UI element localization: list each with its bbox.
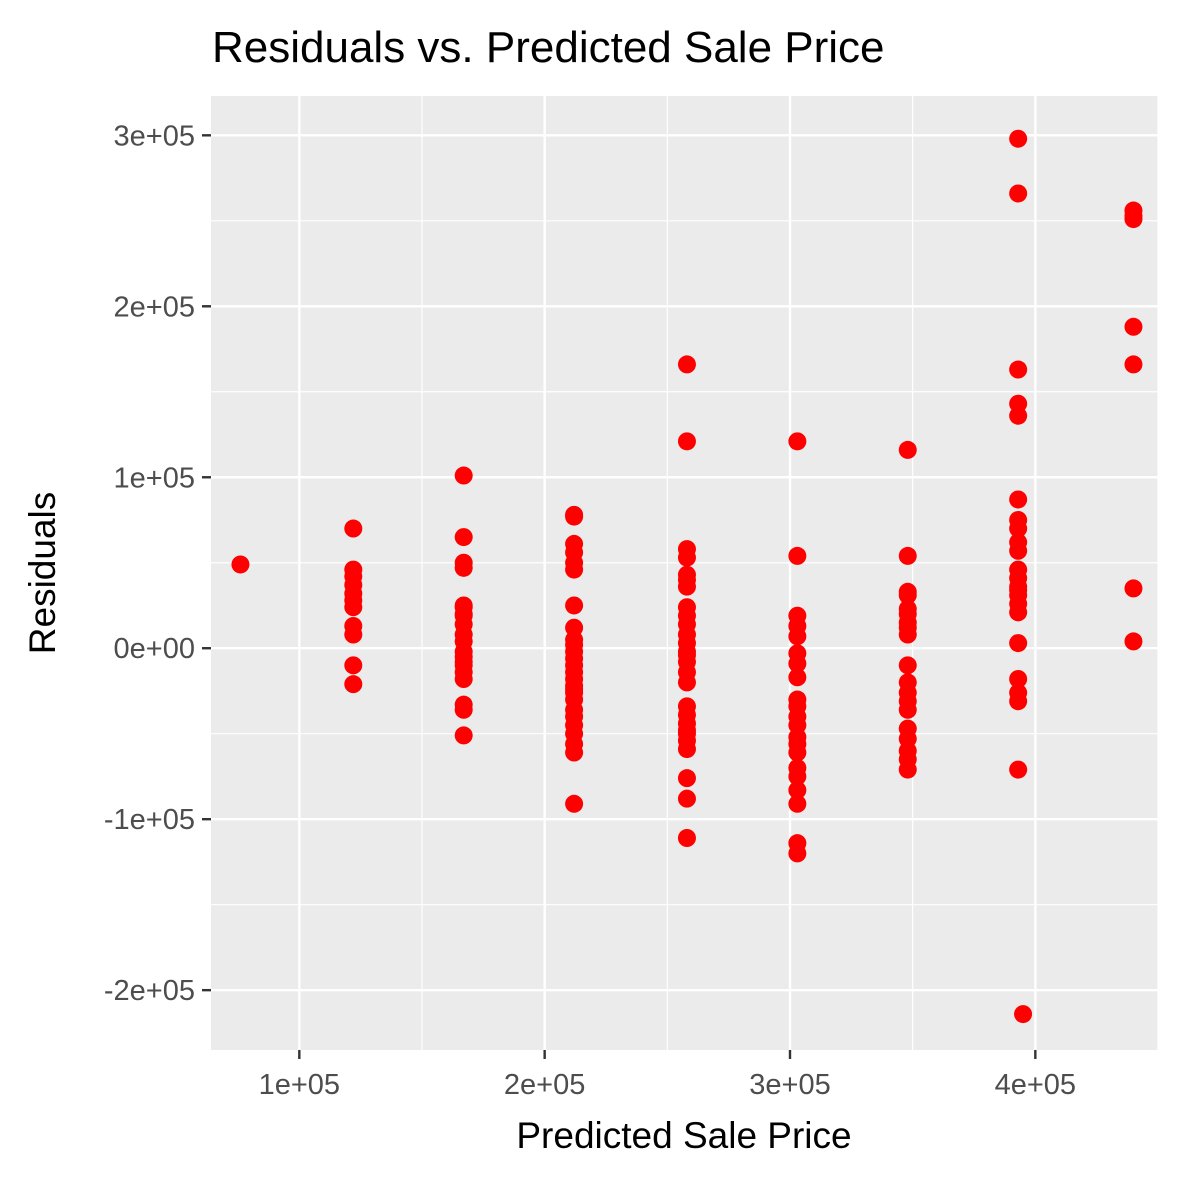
data-point bbox=[677, 673, 696, 692]
data-point bbox=[565, 507, 584, 526]
data-points bbox=[231, 129, 1143, 1024]
data-point bbox=[898, 586, 917, 605]
data-point bbox=[677, 740, 696, 759]
data-point bbox=[677, 570, 696, 589]
data-point bbox=[454, 558, 473, 577]
y-tick-label: 2e+05 bbox=[114, 291, 195, 323]
y-tick-label: 1e+05 bbox=[114, 462, 195, 494]
data-point bbox=[454, 670, 473, 688]
data-point bbox=[1009, 634, 1028, 653]
data-point bbox=[677, 432, 696, 451]
data-point bbox=[1009, 760, 1028, 779]
data-point bbox=[1124, 206, 1143, 225]
data-point bbox=[1009, 184, 1028, 203]
data-point bbox=[1009, 670, 1028, 688]
data-point bbox=[677, 721, 696, 740]
data-point bbox=[344, 519, 363, 538]
y-axis-title: Residuals bbox=[22, 492, 63, 654]
x-tick-label: 3e+05 bbox=[749, 1069, 830, 1101]
data-point bbox=[898, 440, 917, 459]
data-point bbox=[677, 355, 696, 374]
data-point bbox=[454, 466, 473, 485]
data-point bbox=[898, 625, 917, 644]
data-point bbox=[344, 675, 363, 694]
data-point bbox=[677, 548, 696, 567]
y-axis: -2e+05 -1e+05 0e+00 1e+05 2e+05 3e+05 bbox=[104, 120, 211, 1007]
data-point bbox=[231, 555, 250, 574]
y-tick-label: -1e+05 bbox=[104, 804, 195, 836]
data-point bbox=[454, 652, 473, 671]
data-point bbox=[565, 743, 584, 762]
data-point bbox=[677, 646, 696, 665]
data-point bbox=[344, 625, 363, 644]
data-point bbox=[344, 598, 363, 617]
data-point bbox=[1009, 129, 1028, 148]
data-point bbox=[454, 605, 473, 624]
data-point bbox=[788, 794, 807, 813]
data-point bbox=[1009, 360, 1028, 379]
data-point bbox=[788, 781, 807, 800]
data-point bbox=[788, 432, 807, 451]
data-point bbox=[788, 743, 807, 762]
data-point bbox=[677, 769, 696, 788]
data-point bbox=[565, 680, 584, 699]
data-point bbox=[677, 789, 696, 808]
data-point bbox=[898, 760, 917, 779]
data-point bbox=[1009, 406, 1028, 425]
data-point bbox=[1009, 692, 1028, 711]
data-point bbox=[1009, 519, 1028, 538]
data-point bbox=[898, 700, 917, 719]
data-point bbox=[898, 656, 917, 675]
x-axis-title: Predicted Sale Price bbox=[516, 1115, 851, 1156]
x-axis: 1e+05 2e+05 3e+05 4e+05 bbox=[259, 1050, 1076, 1101]
data-point bbox=[565, 560, 584, 579]
x-tick-label: 1e+05 bbox=[259, 1069, 340, 1101]
data-point bbox=[898, 546, 917, 565]
y-tick-label: 0e+00 bbox=[114, 633, 195, 665]
data-point bbox=[1124, 579, 1143, 598]
data-point bbox=[1009, 603, 1028, 622]
data-point bbox=[1124, 317, 1143, 336]
x-tick-label: 4e+05 bbox=[995, 1069, 1076, 1101]
data-point bbox=[565, 794, 584, 813]
y-tick-label: 3e+05 bbox=[114, 120, 195, 152]
data-point bbox=[454, 726, 473, 745]
data-point bbox=[1124, 355, 1143, 374]
data-point bbox=[1009, 541, 1028, 560]
data-point bbox=[788, 844, 807, 863]
data-point bbox=[1124, 632, 1143, 651]
data-point bbox=[454, 700, 473, 719]
data-point bbox=[788, 546, 807, 565]
x-tick-label: 2e+05 bbox=[504, 1069, 585, 1101]
data-point bbox=[788, 627, 807, 646]
data-point bbox=[344, 656, 363, 675]
y-tick-label: -2e+05 bbox=[104, 975, 195, 1007]
chart-title: Residuals vs. Predicted Sale Price bbox=[212, 23, 885, 72]
data-point bbox=[788, 668, 807, 687]
data-point bbox=[565, 596, 584, 615]
data-point bbox=[1014, 1005, 1033, 1024]
major-gridlines bbox=[211, 96, 1158, 1050]
data-point bbox=[788, 654, 807, 673]
data-point bbox=[454, 528, 473, 547]
data-point bbox=[1009, 581, 1028, 600]
data-point bbox=[677, 829, 696, 847]
data-point bbox=[1009, 490, 1028, 509]
data-point bbox=[788, 767, 807, 786]
